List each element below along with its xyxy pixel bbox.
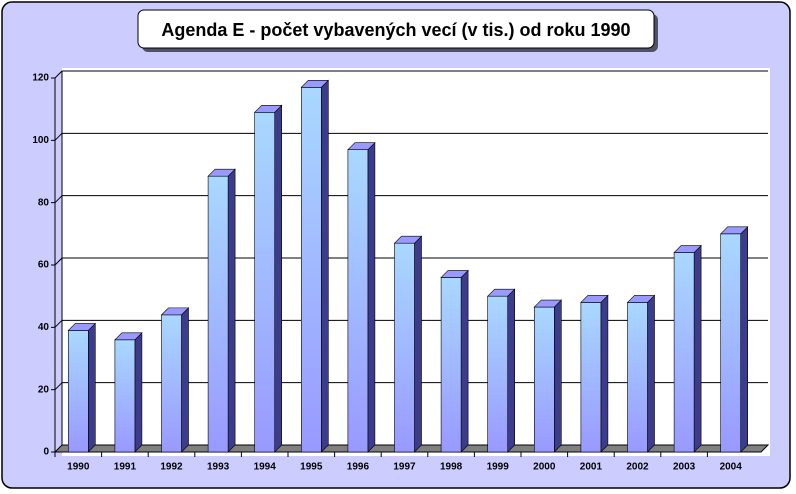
- bar-side: [88, 322, 96, 453]
- bar-top: [160, 307, 190, 316]
- y-tick-label: 100: [32, 135, 49, 146]
- bar: [580, 302, 602, 453]
- y-tick-label: 20: [38, 384, 50, 395]
- bar-side: [274, 104, 283, 453]
- y-tick-label: 60: [38, 260, 50, 271]
- grid-line: [54, 382, 63, 391]
- grid-line: [54, 257, 63, 266]
- grid-line: [54, 132, 63, 141]
- bar: [347, 149, 369, 453]
- bar: [114, 339, 136, 453]
- bar: [487, 295, 509, 453]
- bar-side: [647, 294, 655, 453]
- y-tick-label: 120: [32, 73, 49, 84]
- bar-side: [367, 141, 376, 453]
- bar-top: [114, 332, 143, 341]
- bar-side: [507, 288, 516, 453]
- bar-top: [486, 288, 516, 297]
- x-tick-label: 1995: [300, 462, 323, 473]
- bar-top: [626, 295, 656, 303]
- bar-side: [181, 307, 189, 453]
- x-tick-label: 2004: [720, 462, 743, 473]
- x-tick-label: 1990: [67, 462, 90, 473]
- bar-side: [227, 168, 236, 453]
- grid-line: [54, 70, 63, 79]
- x-tick-label: 2000: [533, 462, 556, 473]
- bar: [207, 175, 229, 453]
- bar-side: [134, 332, 143, 453]
- bar-side: [320, 79, 329, 453]
- bar: [720, 233, 742, 453]
- bar-side: [414, 235, 422, 453]
- x-tick-label: 1992: [160, 462, 183, 473]
- bar: [440, 277, 462, 453]
- bar-side: [460, 269, 469, 453]
- x-tick-label: 1996: [347, 462, 370, 473]
- bar: [68, 330, 89, 453]
- x-tick-label: 1999: [487, 462, 510, 473]
- x-tick-label: 1994: [254, 462, 277, 473]
- x-tick-label: 1998: [440, 462, 463, 473]
- bar-top: [300, 80, 330, 88]
- bar-top: [393, 235, 423, 244]
- x-tick-label: 1991: [114, 462, 137, 473]
- title-box: [137, 9, 655, 49]
- y-tick-label: 80: [38, 197, 50, 208]
- bar-side: [553, 299, 562, 453]
- bar-top: [207, 168, 236, 177]
- grid-line: [54, 195, 63, 204]
- bar: [254, 111, 275, 453]
- y-tick-label: 40: [38, 322, 50, 333]
- bar: [627, 302, 648, 453]
- bar-top: [347, 142, 376, 150]
- x-tick-label: 2003: [673, 462, 696, 473]
- x-tick-label: 2002: [626, 462, 649, 473]
- y-tick-label: 0: [43, 447, 49, 458]
- bar-side: [693, 244, 702, 453]
- bar: [394, 242, 415, 453]
- bar: [161, 314, 182, 453]
- bar-top: [533, 299, 563, 308]
- bar-top: [673, 245, 702, 253]
- chart-title: Agenda E - počet vybavených vecí (v tis.…: [161, 20, 630, 40]
- bar-top: [440, 270, 469, 278]
- bar-top: [580, 295, 609, 303]
- x-tick-label: 1997: [393, 462, 416, 473]
- bar-side: [600, 294, 609, 453]
- bar-top: [253, 104, 283, 113]
- bar: [300, 87, 322, 453]
- bar-side: [740, 226, 749, 453]
- x-tick-label: 2001: [580, 462, 603, 473]
- bar-top: [67, 323, 97, 331]
- bar: [533, 306, 555, 453]
- bar: [673, 252, 695, 453]
- grid-line: [54, 319, 63, 328]
- bar-top: [719, 226, 749, 235]
- x-tick-label: 1993: [207, 462, 230, 473]
